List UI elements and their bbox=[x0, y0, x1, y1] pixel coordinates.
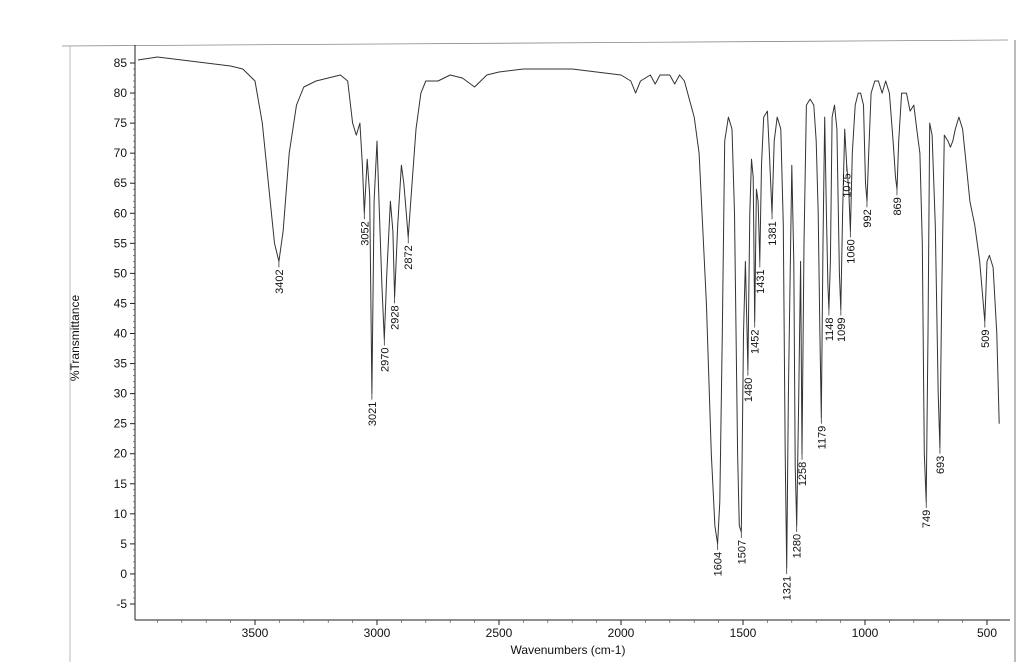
peak-label: 1179 bbox=[816, 426, 828, 450]
peak-label: 509 bbox=[980, 330, 992, 348]
y-tick-label: 50 bbox=[114, 266, 128, 280]
y-tick-label: 15 bbox=[114, 477, 128, 491]
plot-frame bbox=[61, 39, 1016, 662]
peak-label: 1507 bbox=[736, 540, 748, 564]
peak-label: 749 bbox=[921, 510, 933, 528]
peak-labels: 3402 3052 3021 2970 2928 2872 1604 1507 1480 1452… bbox=[274, 165, 992, 600]
y-tick-label: 20 bbox=[114, 447, 128, 461]
peak-label: 1280 bbox=[792, 534, 804, 558]
y-axis-label: %Transmittance bbox=[68, 295, 82, 382]
y-tick-label: 60 bbox=[114, 206, 128, 220]
x-tick-label: 500 bbox=[977, 626, 997, 640]
x-axis-label: Wavenumbers (cm-1) bbox=[511, 643, 626, 657]
peak-label: 1075 bbox=[842, 173, 854, 197]
peak-label: 693 bbox=[935, 456, 947, 474]
y-tick-label: 10 bbox=[114, 507, 128, 521]
spectrum-series bbox=[137, 56, 1000, 569]
y-tick-label: -5 bbox=[116, 597, 127, 611]
peak-label: 3052 bbox=[359, 221, 371, 245]
y-tick-label: 65 bbox=[114, 176, 128, 190]
y-tick-label: 30 bbox=[114, 387, 128, 401]
peak-label: 1604 bbox=[713, 552, 725, 576]
peak-label: 2928 bbox=[390, 305, 402, 329]
y-tick-label: 85 bbox=[114, 56, 128, 70]
y-tick-label: 75 bbox=[114, 116, 128, 130]
peak-label: 1148 bbox=[824, 318, 836, 342]
peak-label: 992 bbox=[862, 209, 874, 227]
y-tick-label: 0 bbox=[120, 567, 127, 581]
x-tick-label: 2500 bbox=[486, 626, 513, 640]
x-tick-label: 1000 bbox=[852, 626, 879, 640]
y-tick-label: 5 bbox=[120, 537, 127, 551]
peak-label: 1060 bbox=[845, 239, 857, 263]
peak-label: 1480 bbox=[743, 378, 755, 402]
x-tick-label: 3000 bbox=[364, 626, 391, 640]
peak-label: 1099 bbox=[836, 318, 848, 342]
peak-label: 2872 bbox=[403, 245, 415, 269]
peak-label: 3021 bbox=[367, 402, 379, 426]
x-tick-label: 3500 bbox=[242, 626, 269, 640]
peak-label: 1431 bbox=[755, 269, 767, 293]
x-tick-label: 1500 bbox=[730, 626, 757, 640]
peak-label: 1321 bbox=[782, 576, 794, 600]
x-tick-label: 2000 bbox=[608, 626, 635, 640]
peak-label: 1381 bbox=[767, 221, 779, 245]
x-axis: 3500 3000 2500 2000 1500 1000 500 bbox=[157, 620, 997, 640]
peak-label: 1452 bbox=[750, 330, 762, 354]
y-tick-label: 70 bbox=[114, 146, 128, 160]
y-tick-label: 25 bbox=[114, 417, 128, 431]
y-tick-label: 80 bbox=[114, 86, 128, 100]
y-tick-label: 55 bbox=[114, 236, 128, 250]
peak-label: 3402 bbox=[274, 269, 286, 293]
y-tick-label: 40 bbox=[114, 327, 128, 341]
y-tick-label: 35 bbox=[114, 357, 128, 371]
peak-label: 869 bbox=[892, 197, 904, 215]
spectrum-line-0 bbox=[137, 56, 1000, 569]
y-tick-label: 45 bbox=[114, 296, 128, 310]
peak-label: 2970 bbox=[379, 348, 391, 372]
peak-label: 1258 bbox=[797, 462, 809, 486]
frame-top-line bbox=[61, 39, 1009, 47]
